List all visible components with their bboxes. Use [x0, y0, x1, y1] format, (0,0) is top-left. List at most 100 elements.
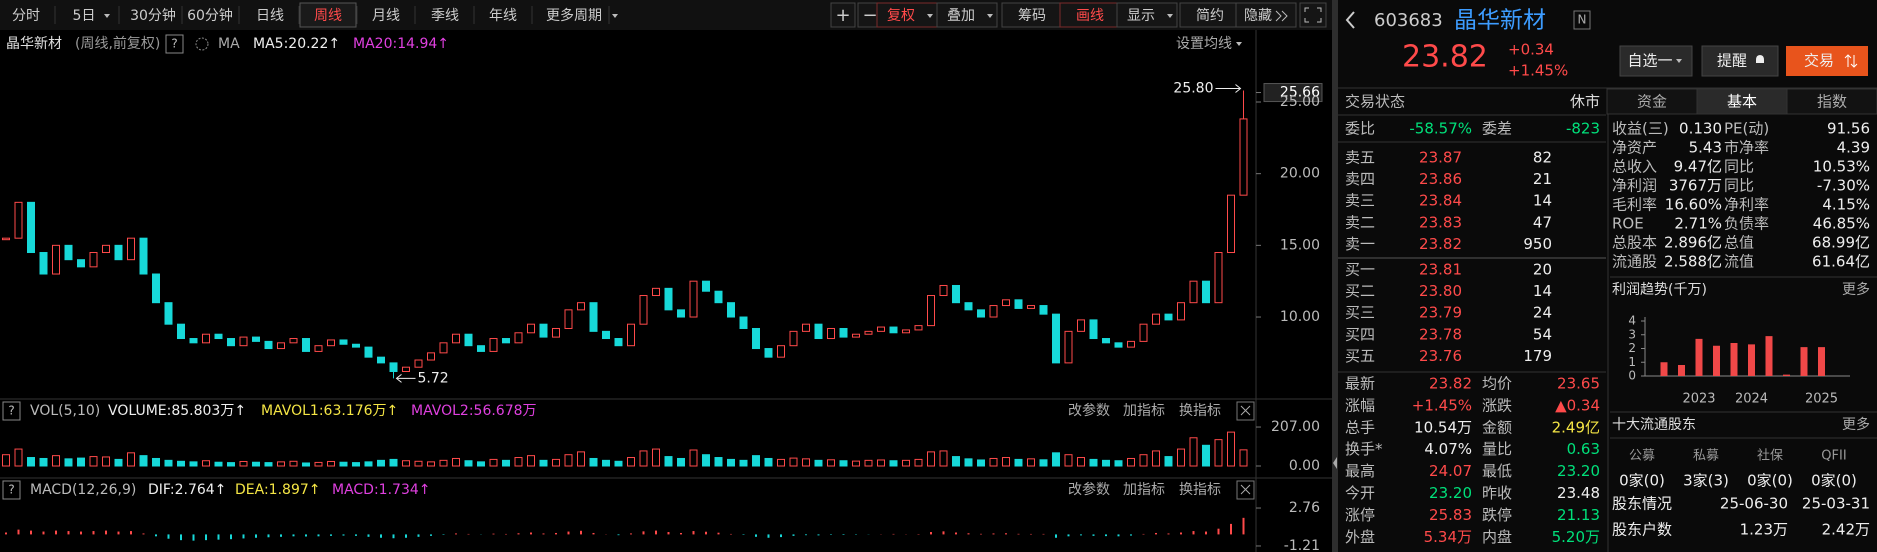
volume-bar — [214, 461, 223, 467]
volume-bar — [889, 460, 898, 467]
label[interactable]: 更多 — [1842, 281, 1870, 298]
candle — [977, 309, 985, 318]
label: 涨停 — [1345, 506, 1375, 524]
close-icon — [1240, 484, 1251, 495]
volume-bar — [1239, 449, 1248, 467]
label: VOLUME:85.803万↑ — [108, 403, 246, 419]
label: 内盘 — [1482, 528, 1512, 546]
volume-bar — [1089, 458, 1098, 467]
label: 1.23万 — [1740, 521, 1788, 539]
label: 23.86 — [1419, 170, 1462, 188]
tool-label[interactable]: 画线 — [1076, 8, 1104, 24]
quote-button-label[interactable]: 提醒 — [1717, 52, 1747, 70]
x-tick-label: 2024 — [1735, 392, 1768, 407]
quote-button-label[interactable]: 自选一 — [1627, 52, 1672, 70]
volume-bar — [1177, 448, 1185, 467]
panel-button[interactable]: 加指标 — [1123, 482, 1165, 498]
label: 2.896亿 — [1664, 234, 1722, 252]
label: 4.07% — [1424, 440, 1472, 458]
bar — [1783, 374, 1790, 376]
volume-bar — [277, 461, 285, 467]
tool-label[interactable]: 隐藏 — [1244, 8, 1272, 24]
label: 23.80 — [1419, 282, 1462, 300]
volume-bar — [252, 461, 260, 467]
help-icon[interactable]: ? — [8, 483, 14, 497]
panel-button[interactable]: 换指标 — [1179, 402, 1221, 419]
label: 5.34万 — [1424, 528, 1472, 546]
label: -823 — [1566, 120, 1600, 138]
label: 4.15% — [1822, 196, 1870, 214]
label: 流值 — [1724, 253, 1754, 271]
label: 47 — [1533, 213, 1552, 231]
tool-label[interactable]: − — [862, 5, 877, 26]
candle — [202, 333, 210, 344]
candle — [77, 259, 85, 268]
label: MAVOL1:63.176万↑ — [261, 403, 398, 419]
label: 9.47亿 — [1674, 158, 1722, 176]
volume-bar — [752, 455, 760, 467]
label[interactable]: 更多 — [1842, 416, 1870, 433]
label: 外盘 — [1345, 528, 1375, 546]
period-tab[interactable]: 更多周期 — [546, 7, 602, 24]
y-tick-label: 1 — [1628, 355, 1636, 369]
tool-label[interactable]: 显示 — [1127, 8, 1155, 24]
period-tab[interactable]: 周线 — [314, 8, 342, 24]
label: 23.83 — [1419, 213, 1462, 231]
period-tab[interactable]: 5日 — [73, 8, 96, 24]
volume-bar — [14, 448, 23, 467]
label: 21 — [1533, 170, 1552, 188]
period-tab[interactable]: 日线 — [256, 8, 284, 24]
close-icon — [1240, 405, 1251, 416]
panel-button[interactable]: 加指标 — [1123, 403, 1165, 419]
dropdown-caret — [987, 14, 993, 18]
panel-button[interactable]: 换指标 — [1179, 481, 1221, 498]
tool-button — [1059, 2, 1121, 28]
volume-bar — [939, 450, 948, 467]
volume-bar — [1002, 457, 1010, 467]
candle — [89, 252, 98, 268]
candle — [889, 326, 898, 334]
label: 总股本 — [1612, 234, 1657, 252]
fundamentals-tab[interactable]: 资金 — [1637, 93, 1667, 111]
label: -58.57% — [1409, 120, 1472, 138]
volume-bar — [1214, 439, 1223, 467]
volume-bar — [539, 459, 548, 467]
volume-bar — [977, 459, 985, 467]
fundamentals-tab[interactable]: 指数 — [1817, 93, 1847, 111]
volume-bar — [514, 457, 523, 467]
tool-label[interactable]: + — [835, 5, 850, 26]
candle — [227, 338, 235, 347]
label: 603683 — [1374, 10, 1443, 31]
volume-bar — [1052, 452, 1060, 467]
tab — [1696, 88, 1788, 115]
label: 950 — [1523, 235, 1552, 253]
candle — [152, 273, 160, 304]
quote-button-label[interactable]: 交易 — [1804, 52, 1834, 70]
help-icon[interactable]: ? — [8, 404, 14, 418]
label[interactable]: 设置均线 — [1176, 36, 1232, 52]
panel-button[interactable]: 改参数 — [1068, 402, 1110, 419]
collapse-handle — [1333, 457, 1337, 469]
last-price: 23.82 — [1402, 40, 1488, 75]
tool-label[interactable]: 筹码 — [1018, 7, 1046, 24]
period-tab[interactable]: 分时 — [12, 8, 40, 24]
label: 买二 — [1345, 282, 1375, 300]
label: 23.78 — [1419, 325, 1462, 343]
label: 总值 — [1724, 234, 1754, 252]
volume-bar — [152, 457, 160, 467]
label: 25-03-31 — [1802, 495, 1870, 513]
y-tick-label: 15.00 — [1280, 237, 1320, 253]
period-tab[interactable]: 年线 — [489, 8, 517, 24]
period-tab[interactable]: 季线 — [431, 8, 459, 24]
help-icon[interactable]: ? — [171, 37, 177, 51]
period-tab[interactable]: 60分钟 — [187, 7, 233, 24]
fundamentals-tab[interactable]: 基本 — [1727, 93, 1757, 111]
tool-label[interactable]: 叠加 — [947, 8, 975, 24]
tool-label[interactable]: 复权 — [887, 7, 915, 24]
tool-label[interactable]: 简约 — [1196, 7, 1224, 24]
period-tab[interactable]: 30分钟 — [130, 7, 176, 24]
candle — [102, 244, 110, 254]
panel-button[interactable]: 改参数 — [1068, 481, 1110, 498]
close-box — [1236, 480, 1255, 500]
period-tab[interactable]: 月线 — [372, 8, 400, 24]
